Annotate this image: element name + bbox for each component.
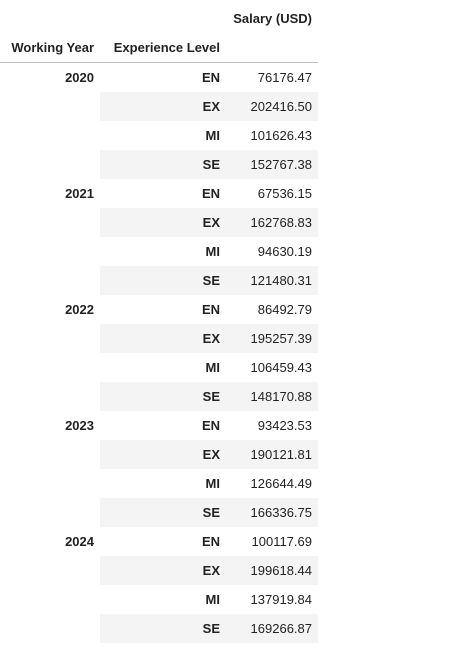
- header-blank-2: [226, 33, 318, 63]
- level-cell: MI: [205, 592, 220, 607]
- level-cell: SE: [100, 266, 226, 295]
- salary-cell: 199618.44: [226, 556, 318, 585]
- table-row: EX 195257.39: [0, 324, 318, 353]
- level-cell: EX: [100, 92, 226, 121]
- salary-cell: 86492.79: [257, 302, 312, 317]
- table-row: EX 199618.44: [0, 556, 318, 585]
- year-cell: 2022: [0, 295, 100, 411]
- level-cell: EN: [201, 418, 220, 433]
- table-row: MI 106459.43: [0, 353, 318, 382]
- salary-cell: 76176.47: [257, 70, 312, 85]
- table-header: Salary (USD) Working Year Experience Lev…: [0, 4, 318, 63]
- salary-cell: 190121.81: [226, 440, 318, 469]
- level-cell: MI: [205, 244, 220, 259]
- salary-cell: 100117.69: [251, 534, 313, 549]
- table-row: EX 202416.50: [0, 92, 318, 121]
- table-row: SE 121480.31: [0, 266, 318, 295]
- salary-cell: 67536.15: [257, 186, 312, 201]
- salary-table: Salary (USD) Working Year Experience Lev…: [0, 4, 318, 643]
- level-cell: SE: [100, 498, 226, 527]
- level-cell: SE: [100, 382, 226, 411]
- level-cell: EX: [100, 440, 226, 469]
- salary-cell: 202416.50: [226, 92, 318, 121]
- table-row: 2020 EN 76176.47: [0, 62, 318, 179]
- header-blank-0: [0, 4, 100, 33]
- table-row: SE 148170.88: [0, 382, 318, 411]
- level-cell: EN: [201, 70, 220, 85]
- header-working-year: Working Year: [0, 33, 100, 63]
- salary-cell: 137919.84: [250, 592, 312, 607]
- level-cell: EN: [201, 302, 220, 317]
- level-cell: SE: [100, 614, 226, 643]
- salary-cell: 101626.43: [250, 128, 312, 143]
- salary-cell: 162768.83: [226, 208, 318, 237]
- header-row-index: Working Year Experience Level: [0, 33, 318, 63]
- salary-cell: 126644.49: [250, 476, 312, 491]
- table-row: 2022 EN 86492.79: [0, 295, 318, 411]
- level-cell: EN: [201, 186, 220, 201]
- salary-cell: 169266.87: [226, 614, 318, 643]
- level-cell: MI: [205, 128, 220, 143]
- year-cell: 2021: [0, 179, 100, 295]
- level-cell: MI: [205, 360, 220, 375]
- salary-cell: 195257.39: [226, 324, 318, 353]
- table-row: 2021 EN 67536.15: [0, 179, 318, 295]
- table-row: EX 162768.83: [0, 208, 318, 237]
- year-cell: 2020: [0, 62, 100, 179]
- salary-cell: 106459.43: [250, 360, 312, 375]
- salary-cell: 148170.88: [226, 382, 318, 411]
- salary-cell: 93423.53: [257, 418, 312, 433]
- table-body: 2020 EN 76176.47 EX 202416.50 MI 101626.…: [0, 62, 318, 643]
- year-cell: 2023: [0, 411, 100, 527]
- salary-cell: 121480.31: [226, 266, 318, 295]
- header-blank-1: [100, 4, 226, 33]
- table-row: 2024 EN 100117.69: [0, 527, 318, 643]
- level-cell: EX: [100, 556, 226, 585]
- level-cell: SE: [100, 150, 226, 179]
- level-cell: EX: [100, 324, 226, 353]
- header-experience-level: Experience Level: [100, 33, 226, 63]
- salary-cell: 152767.38: [226, 150, 318, 179]
- level-cell: EX: [100, 208, 226, 237]
- level-cell: EN: [201, 534, 220, 549]
- header-salary: Salary (USD): [233, 11, 312, 26]
- table-row: MI 94630.19: [0, 237, 318, 266]
- table-row: MI 137919.84: [0, 585, 318, 614]
- table-row: MI 126644.49: [0, 469, 318, 498]
- table-row: MI 101626.43: [0, 121, 318, 150]
- level-cell: MI: [205, 476, 220, 491]
- table-row: SE 152767.38: [0, 150, 318, 179]
- table-row: SE 166336.75: [0, 498, 318, 527]
- salary-cell: 166336.75: [226, 498, 318, 527]
- table-row: 2023 EN 93423.53: [0, 411, 318, 527]
- header-row-columns: Salary (USD): [0, 4, 318, 33]
- year-cell: 2024: [0, 527, 100, 643]
- table-row: SE 169266.87: [0, 614, 318, 643]
- table-row: EX 190121.81: [0, 440, 318, 469]
- salary-cell: 94630.19: [257, 244, 312, 259]
